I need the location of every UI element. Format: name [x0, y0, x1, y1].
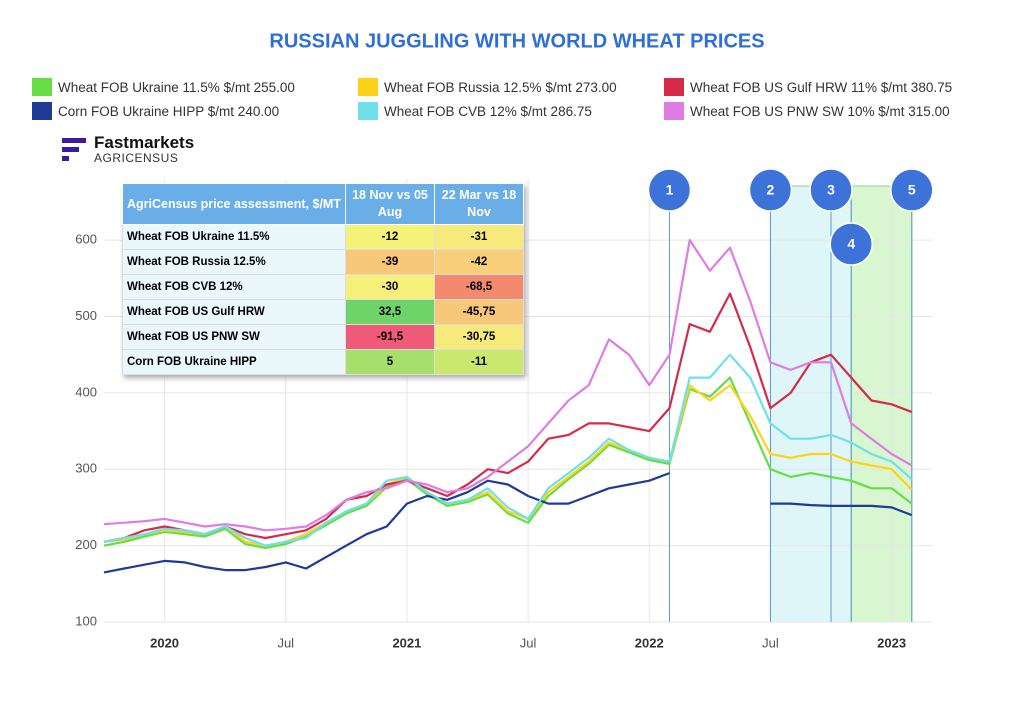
table-cell: 5 — [344, 349, 435, 375]
legend-label: Wheat FOB CVB 12% $/mt 286.75 — [384, 103, 592, 119]
logo-sub: AGRICENSUS — [94, 151, 179, 165]
x-tick-label: 2022 — [635, 635, 664, 650]
legend-label: Wheat FOB US PNW SW 10% $/mt 315.00 — [690, 103, 950, 119]
annotation-marker — [890, 168, 934, 212]
series-line — [103, 472, 913, 574]
table-row: Wheat FOB Ukraine 11.5% -12 -31 — [122, 224, 524, 250]
y-tick-label: 300 — [75, 461, 97, 476]
legend-item: Wheat FOB US Gulf HRW 11% $/mt 380.75 — [664, 78, 1004, 96]
series-line — [103, 239, 913, 532]
series-line — [103, 353, 913, 547]
legend-swatch — [664, 102, 684, 120]
table-cell: -12 — [344, 224, 435, 250]
annotation-label: 3 — [827, 182, 835, 198]
table-row: Corn FOB Ukraine HIPP 5 -11 — [122, 349, 524, 375]
table-header-cell: AgriCensus price assessment, $/MT — [122, 183, 346, 225]
table-cell: -11 — [433, 349, 524, 375]
x-tick-label: Jul — [520, 635, 537, 650]
table-row-label: Wheat FOB US Gulf HRW — [122, 299, 346, 325]
table-cell: -68,5 — [433, 274, 524, 300]
table-cell: -91,5 — [344, 324, 435, 350]
y-tick-label: 500 — [75, 308, 97, 323]
legend-swatch — [32, 78, 52, 96]
legend: Wheat FOB Ukraine 11.5% $/mt 255.00 Wheat… — [32, 78, 1004, 120]
table-row: Wheat FOB US Gulf HRW 32,5 -45,75 — [122, 299, 524, 325]
logo-icon — [62, 137, 86, 161]
annotation-marker — [809, 168, 853, 212]
table-cell: -42 — [433, 249, 524, 275]
x-tick-label: 2021 — [392, 635, 421, 650]
table-cell: -31 — [433, 224, 524, 250]
y-tick-label: 100 — [75, 613, 97, 628]
legend-item: Corn FOB Ukraine HIPP $/mt 240.00 — [32, 102, 358, 120]
legend-item: Wheat FOB CVB 12% $/mt 286.75 — [358, 102, 664, 120]
table-cell: 32,5 — [344, 299, 435, 325]
table-row-label: Wheat FOB Russia 12.5% — [122, 249, 346, 275]
table-header: AgriCensus price assessment, $/MT 18 Nov … — [122, 183, 524, 225]
x-tick-label: Jul — [277, 635, 294, 650]
legend-label: Wheat FOB Russia 12.5% $/mt 273.00 — [384, 79, 617, 95]
logo: Fastmarkets AGRICENSUS — [62, 134, 194, 165]
x-tick-label: 2020 — [150, 635, 179, 650]
table-cell: -45,75 — [433, 299, 524, 325]
series-line — [103, 292, 913, 543]
table-row-label: Wheat FOB CVB 12% — [122, 274, 346, 300]
table-row: Wheat FOB US PNW SW -91,5 -30,75 — [122, 324, 524, 350]
y-tick-label: 600 — [75, 232, 97, 247]
table-row-label: Wheat FOB US PNW SW — [122, 324, 346, 350]
table-cell: -30 — [344, 274, 435, 300]
y-tick-label: 400 — [75, 384, 97, 399]
logo-name: Fastmarkets — [94, 133, 195, 152]
y-tick-label: 200 — [75, 537, 97, 552]
legend-label: Corn FOB Ukraine HIPP $/mt 240.00 — [58, 103, 280, 119]
legend-swatch — [32, 102, 52, 120]
annotation-marker — [829, 222, 873, 266]
series-line — [103, 384, 913, 547]
series-line — [103, 376, 913, 549]
annotation-marker — [647, 168, 692, 212]
table-cell: -39 — [344, 249, 435, 275]
table-header-cell: 22 Mar vs 18 Nov — [433, 183, 524, 225]
chart-title: RUSSIAN JUGGLING WITH WORLD WHEAT PRICES — [269, 30, 764, 52]
table-row-label: Wheat FOB Ukraine 11.5% — [122, 224, 346, 250]
table-row-label: Corn FOB Ukraine HIPP — [122, 349, 346, 375]
x-tick-label: Jul — [762, 635, 779, 650]
annotation-label: 5 — [908, 182, 916, 198]
legend-item: Wheat FOB US PNW SW 10% $/mt 315.00 — [664, 102, 1004, 120]
legend-label: Wheat FOB US Gulf HRW 11% $/mt 380.75 — [690, 79, 953, 95]
legend-swatch — [358, 102, 378, 120]
table-cell: -30,75 — [433, 324, 524, 350]
annotation-label: 4 — [847, 236, 855, 252]
price-table: AgriCensus price assessment, $/MT 18 Nov … — [122, 183, 524, 375]
table-row: Wheat FOB Russia 12.5% -39 -42 — [122, 249, 524, 275]
legend-label: Wheat FOB Ukraine 11.5% $/mt 255.00 — [58, 79, 295, 95]
annotation-label: 2 — [767, 182, 775, 198]
legend-item: Wheat FOB Ukraine 11.5% $/mt 255.00 — [32, 78, 358, 96]
legend-item: Wheat FOB Russia 12.5% $/mt 273.00 — [358, 78, 664, 96]
plot: 100 200 300 400 500 600 2020 Jul 2021 Jul 2022 Jul 2… — [75, 168, 934, 650]
table-row: Wheat FOB CVB 12% -30 -68,5 — [122, 274, 524, 300]
table-header-cell: 18 Nov vs 05 Aug — [344, 183, 435, 225]
annotation-label: 1 — [666, 182, 674, 198]
legend-swatch — [664, 78, 684, 96]
legend-swatch — [358, 78, 378, 96]
annotation-marker — [748, 168, 793, 212]
x-tick-label: 2023 — [877, 635, 906, 650]
